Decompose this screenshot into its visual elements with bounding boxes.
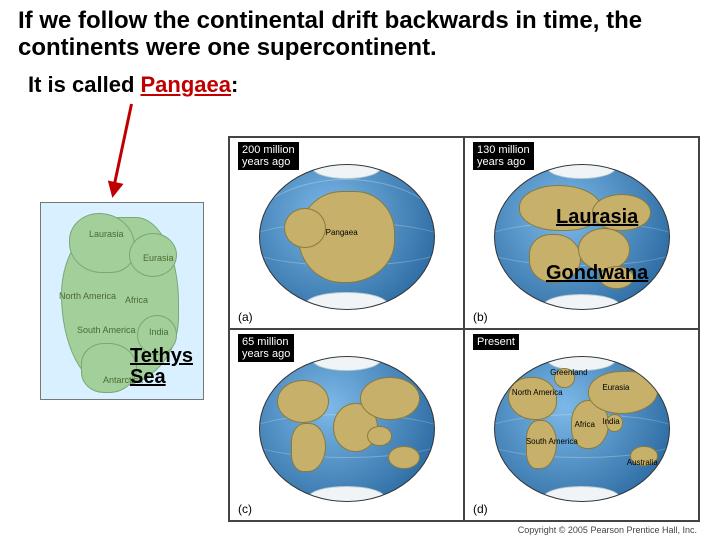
laurasia-label: Laurasia	[556, 206, 638, 229]
continent-label: Australia	[627, 458, 658, 467]
pangaea-term: Pangaea	[141, 72, 232, 97]
globe-panel-b: 130 million years ago (b)	[464, 137, 699, 329]
page-title: If we follow the continental drift backw…	[18, 8, 698, 62]
copyright-text: Copyright © 2005 Pearson Prentice Hall, …	[518, 525, 697, 535]
continent-label: South America	[526, 437, 578, 446]
subhead: It is called Pangaea:	[28, 72, 238, 98]
globe-panel-d: Present North America South America Afri…	[464, 329, 699, 521]
era-label: 130 million years ago	[473, 142, 534, 170]
globe-grid: 200 million years ago Pangaea (a) 130 mi…	[228, 136, 700, 522]
panel-tag: (d)	[473, 502, 488, 516]
gondwana-label: Gondwana	[546, 262, 648, 285]
globe-icon	[494, 164, 670, 310]
pangaea-map-label: India	[149, 327, 169, 337]
continent-label: Greenland	[550, 368, 587, 377]
arrow-stem-icon	[113, 104, 133, 185]
continent-label: Africa	[575, 420, 595, 429]
globe-panel-a: 200 million years ago Pangaea (a)	[229, 137, 464, 329]
pangaea-map-label: South America	[77, 325, 136, 335]
arrow-head-icon	[105, 181, 124, 200]
panel-tag: (c)	[238, 502, 252, 516]
pangaea-map-label: Eurasia	[143, 253, 174, 263]
era-label: Present	[473, 334, 519, 350]
globe-icon	[259, 356, 435, 502]
continent-label: India	[602, 417, 619, 426]
globe-icon: Pangaea	[259, 164, 435, 310]
subhead-prefix: It is called	[28, 72, 141, 97]
continent-label: North America	[512, 388, 563, 397]
globe-icon: North America South America Africa Euras…	[494, 356, 670, 502]
pangaea-map-label: Laurasia	[89, 229, 124, 239]
era-label: 65 million years ago	[238, 334, 294, 362]
panel-tag: (a)	[238, 310, 253, 324]
subhead-suffix: :	[231, 72, 238, 97]
panel-tag: (b)	[473, 310, 488, 324]
globe-panel-c: 65 million years ago (c)	[229, 329, 464, 521]
globe-center-label: Pangaea	[326, 228, 358, 237]
continent-label: Eurasia	[602, 383, 629, 392]
tethys-sea-label: Tethys Sea	[130, 346, 193, 388]
era-label: 200 million years ago	[238, 142, 299, 170]
pangaea-map-label: Africa	[125, 295, 148, 305]
pangaea-map-label: North America	[59, 291, 116, 301]
